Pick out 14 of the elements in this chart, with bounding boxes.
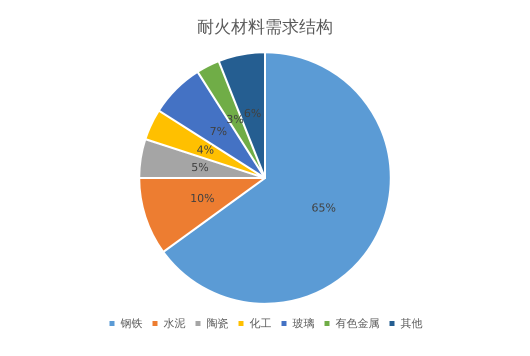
chart-title: 耐火材料需求结构 <box>197 18 333 38</box>
legend-label: 玻璃 <box>292 317 314 330</box>
data-label: 10% <box>190 192 215 205</box>
legend-label: 水泥 <box>164 317 186 330</box>
legend-label: 有色金属 <box>336 317 380 330</box>
legend-label: 其他 <box>400 317 422 330</box>
data-label: 7% <box>210 124 228 138</box>
data-label: 4% <box>196 143 214 156</box>
data-label: 65% <box>311 201 336 214</box>
data-label: 5% <box>191 161 209 174</box>
legend-label: 化工 <box>250 317 272 330</box>
legend-label: 陶瓷 <box>206 317 228 330</box>
data-label: 6% <box>244 106 262 120</box>
legend-label: 钢铁 <box>120 317 142 330</box>
